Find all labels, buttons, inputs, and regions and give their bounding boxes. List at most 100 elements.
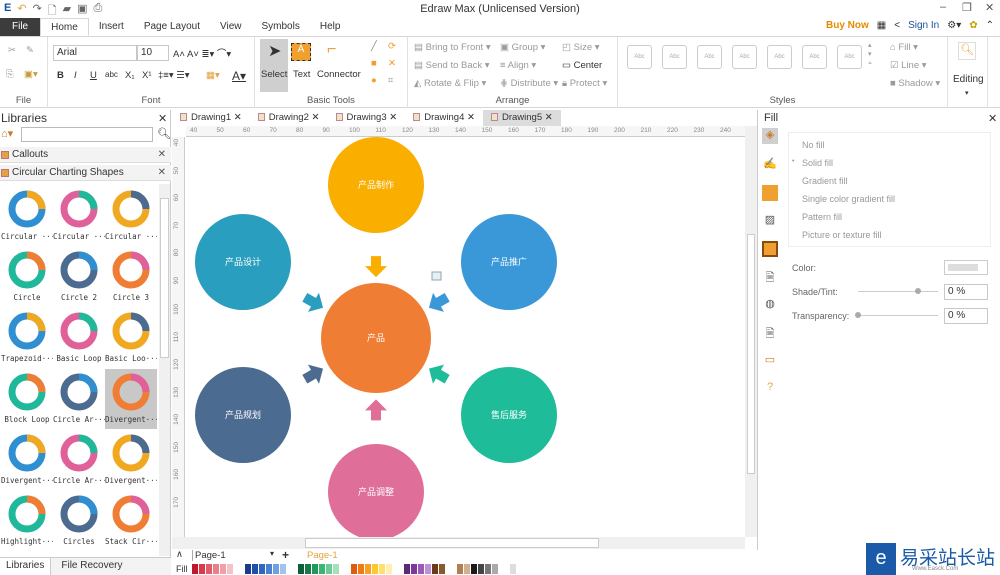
close-section-icon[interactable]: ✕ (157, 167, 166, 178)
palette-swatch[interactable] (510, 564, 516, 574)
diagram-arrow[interactable] (299, 288, 328, 318)
transparency-input[interactable]: 0 % (944, 308, 988, 324)
print-icon[interactable]: ⎙ (93, 2, 103, 14)
rectangle-tool-icon[interactable]: ■ (371, 58, 377, 69)
palette-swatch[interactable] (213, 564, 219, 574)
image-icon[interactable]: ▨ (764, 214, 776, 226)
tab-insert[interactable]: Insert (98, 21, 124, 32)
close-tab-icon[interactable]: ✕ (311, 112, 320, 123)
diagram-arrow[interactable] (299, 359, 328, 389)
palette-swatch[interactable] (312, 564, 318, 574)
font-family-select[interactable]: Arial (53, 45, 137, 61)
line-spacing-icon[interactable]: ‡≡▾ ☰▾ (158, 70, 190, 81)
doc-tab-drawing1[interactable]: Drawing1 ✕ (172, 110, 250, 126)
subscript-button[interactable]: X₁ (125, 70, 135, 81)
doc-tab-drawing4[interactable]: Drawing4 ✕ (405, 110, 483, 126)
library-shape-item[interactable]: Circular ··· (1, 186, 53, 246)
fill-option-radio[interactable]: Single color gradient fill (802, 194, 895, 204)
close-tab-icon[interactable]: ✕ (467, 112, 475, 123)
diagram-arrow[interactable] (424, 288, 453, 318)
shape-menu-icon[interactable] (431, 271, 442, 281)
palette-swatch[interactable] (351, 564, 357, 574)
save-icon[interactable]: ▣ (77, 3, 88, 15)
superscript-button[interactable]: X¹ (142, 70, 152, 81)
fill-button[interactable]: ⌂ Fill ▾ (890, 42, 918, 53)
diagram-node-circle[interactable] (195, 367, 291, 463)
collapse-ribbon-icon[interactable]: ⌃ (985, 20, 994, 31)
styles-scroll-icon[interactable]: ▴ ▾ ⩡ (868, 42, 872, 67)
cart-icon[interactable]: ▦ (876, 20, 887, 31)
underline-button[interactable]: U (90, 70, 97, 81)
palette-swatch[interactable] (305, 564, 311, 574)
settings-icon[interactable]: ⚙▾ (947, 20, 962, 31)
page-properties-icon[interactable]: 🗎 (765, 272, 775, 284)
add-page-button[interactable]: + (282, 548, 290, 562)
shadow-button[interactable]: ■ Shadow ▾ (890, 78, 941, 89)
library-shape-item[interactable]: Basic Loo··· (105, 308, 157, 368)
tab-libraries[interactable]: Libraries (0, 558, 52, 575)
drawing-canvas[interactable]: 产品制作 产品推广 售后服务 产品调整 产品规划 产品设计 产品 (186, 137, 745, 540)
library-section-callouts[interactable]: Callouts ✕ (0, 147, 171, 163)
palette-swatch[interactable] (199, 564, 205, 574)
library-section-circular[interactable]: Circular Charting Shapes ✕ (0, 165, 171, 181)
editing-dropdown-icon[interactable]: ▾ (965, 90, 969, 97)
fill-option-radio[interactable]: Pattern fill (802, 212, 842, 222)
diagram-node-circle[interactable] (195, 214, 291, 310)
library-shape-item[interactable]: Circle Ar··· (53, 369, 105, 429)
line-button[interactable]: ☑ Line ▾ (890, 60, 927, 71)
palette-swatch[interactable] (298, 564, 304, 574)
find-icon[interactable]: 🔍︎ (958, 42, 976, 60)
diagram-arrow[interactable] (365, 256, 387, 278)
shadow-tab-icon[interactable] (762, 241, 778, 257)
diagram-node-circle[interactable] (328, 137, 424, 233)
select-tool[interactable]: ➤ Select (260, 39, 288, 92)
transparency-slider[interactable] (855, 312, 938, 318)
palette-swatch[interactable] (418, 564, 424, 574)
library-shape-item[interactable]: Basic Loop (53, 308, 105, 368)
palette-swatch[interactable] (492, 564, 498, 574)
format-painter-icon[interactable]: ✎ (26, 45, 34, 56)
page-select[interactable]: Page-1 (192, 550, 272, 561)
palette-swatch[interactable] (439, 564, 445, 574)
new-icon[interactable]: 🗋 (47, 5, 57, 17)
library-shape-item[interactable]: Circle 3 (105, 247, 157, 307)
page-tab[interactable]: Page-1 (307, 550, 338, 561)
size-button[interactable]: ◰ Size ▾ (562, 42, 600, 53)
group-button[interactable]: ▣ Group ▾ (500, 42, 546, 53)
palette-swatch[interactable] (259, 564, 265, 574)
palette-swatch[interactable] (457, 564, 463, 574)
library-search-input[interactable] (21, 127, 153, 142)
style-swatch-3[interactable]: Abc (697, 45, 722, 69)
editing-label[interactable]: Editing (953, 74, 984, 85)
library-scroll-thumb[interactable] (160, 198, 169, 358)
redo-icon[interactable]: ↷ (32, 3, 42, 15)
copy-icon[interactable]: ⎘ (6, 69, 14, 80)
tab-symbols[interactable]: Symbols (261, 21, 300, 32)
style-swatch-2[interactable]: Abc (662, 45, 687, 69)
horizontal-scroll-thumb[interactable] (305, 538, 599, 548)
style-swatch-4[interactable]: Abc (732, 45, 757, 69)
library-shape-item[interactable]: Circle Ar··· (53, 430, 105, 490)
undo-icon[interactable]: ↶ (17, 3, 27, 15)
palette-swatch[interactable] (372, 564, 378, 574)
shape-color-icon[interactable] (762, 185, 778, 201)
editing-group[interactable]: 🔍︎ Editing ▾ (948, 37, 988, 108)
library-shape-item[interactable]: Circle (1, 247, 53, 307)
palette-swatch[interactable] (266, 564, 272, 574)
library-shape-item[interactable]: Circle 2 (53, 247, 105, 307)
open-icon[interactable]: ▰ (62, 3, 72, 15)
library-shape-item[interactable]: Circles (53, 491, 105, 551)
restore-button[interactable]: ❐ (962, 2, 972, 14)
tab-help[interactable]: Help (319, 21, 341, 32)
palette-swatch[interactable] (206, 564, 212, 574)
sign-in-link[interactable]: Sign In (908, 20, 940, 31)
tab-view[interactable]: View (220, 21, 242, 32)
comment-icon[interactable]: ▭ (764, 354, 776, 366)
palette-swatch[interactable] (319, 564, 325, 574)
doc-tab-drawing2[interactable]: Drawing2 ✕ (250, 110, 328, 126)
palette-swatch[interactable] (333, 564, 339, 574)
close-fill-panel-icon[interactable]: ✕ (988, 113, 998, 125)
style-swatch-6[interactable]: Abc (802, 45, 827, 69)
horizontal-scrollbar[interactable] (172, 537, 745, 549)
palette-swatch[interactable] (485, 564, 491, 574)
